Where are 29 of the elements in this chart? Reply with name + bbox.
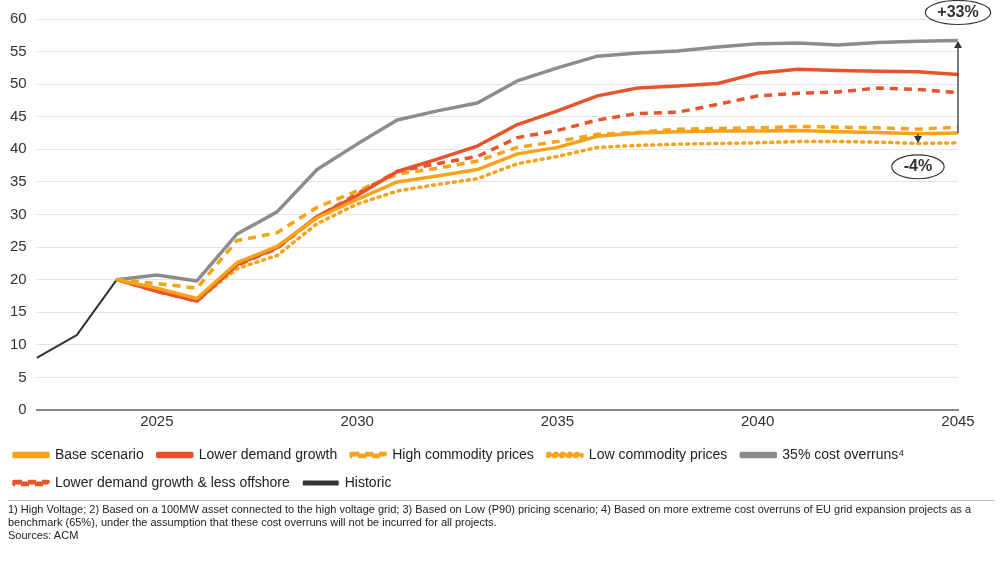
- source-note: Sources: ACM: [8, 529, 80, 542]
- y-tick-label: 50: [10, 74, 27, 92]
- y-tick-label: 30: [10, 204, 27, 222]
- text: 1) High Voltage; 2) Based on a 100MW asset connected to the high voltage grid; 3) Based on Low (P90) pricing scenario; 4) Based on more extreme cost overruns of EU grid expansion projects as a benchmark (65%), under the assumption that these cost overruns will not be incurred for all projects.: [8, 503, 973, 529]
- x-tick-label: 2035: [540, 412, 575, 430]
- x-tick-label: 2040: [741, 412, 775, 430]
- legend-label: High commodity prices: [392, 445, 534, 462]
- legend-label: Historic: [344, 473, 392, 490]
- y-tick-label: 60: [10, 9, 27, 27]
- legend-label: 35% cost overruns⁴: [782, 445, 905, 462]
- y-tick-label: 15: [10, 302, 27, 320]
- y-tick-label: 5: [18, 367, 27, 385]
- legend-label: Low commodity prices: [588, 445, 728, 462]
- annotation: -4%: [903, 157, 933, 175]
- y-tick-label: 25: [10, 237, 27, 255]
- x-tick-label: 2025: [140, 412, 174, 430]
- y-tick-label: 40: [10, 139, 27, 157]
- y-tick-label: 20: [10, 269, 27, 287]
- y-tick-label: 45: [10, 106, 27, 124]
- annotation: +33%: [937, 2, 979, 20]
- x-tick-label: 2045: [941, 412, 975, 430]
- legend-label: Lower demand growth: [198, 445, 338, 462]
- y-tick-label: 35: [10, 172, 27, 190]
- y-tick-label: 10: [10, 334, 27, 352]
- y-tick-label: 55: [10, 41, 27, 59]
- legend-label: Base scenario: [55, 445, 144, 462]
- y-tick-label: 0: [18, 400, 27, 418]
- x-tick-label: 2030: [340, 412, 374, 430]
- legend-label: Lower demand growth & less offshore: [55, 473, 290, 490]
